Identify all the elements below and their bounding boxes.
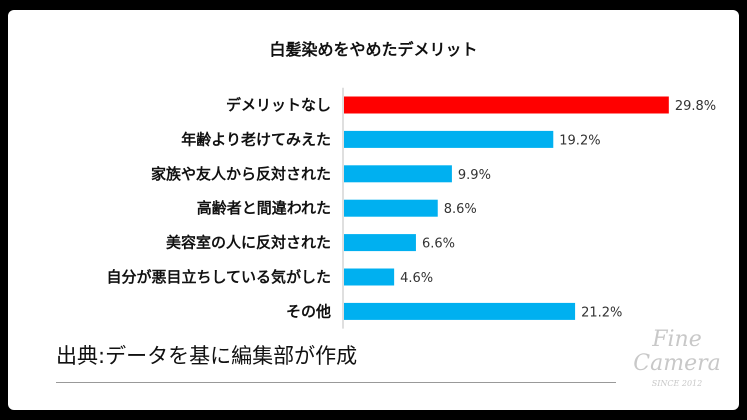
bar [344, 302, 576, 320]
bar [344, 268, 395, 286]
value-label: 8.6% [444, 202, 477, 217]
bar [344, 165, 452, 183]
watermark-line2: Camera [633, 351, 720, 376]
category-label: 年齢より老けてみえた [181, 130, 331, 148]
watermark-logo: Fine Camera SINCE 2012 [633, 327, 720, 388]
value-label: 4.6% [400, 271, 433, 286]
category-label: 美容室の人に反対された [166, 234, 331, 252]
bar-chart: デメリットなし 29.8% 年齢より老けてみえた 19.2% 家族や友人から反対された 9… [106, 87, 716, 329]
bar [344, 96, 669, 114]
watermark-line3: SINCE 2012 [652, 379, 703, 388]
value-label: 29.8% [675, 99, 716, 114]
category-label: 高齢者と間違われた [197, 199, 331, 217]
watermark-line1: Fine [651, 327, 702, 352]
category-label: その他 [286, 302, 331, 320]
category-label: 自分が悪目立ちしている気がした [106, 268, 331, 286]
source-note: 出典:データを基に編集部が作成 [56, 344, 358, 368]
bar [344, 130, 554, 148]
value-label: 6.6% [422, 237, 455, 252]
value-label: 19.2% [559, 133, 600, 148]
chart-card: 白髪染めをやめたデメリット デメリットなし 29.8% 年齢より老けてみえた 19.2… [8, 10, 739, 410]
category-label: デメリットなし [226, 96, 331, 114]
source-divider [56, 382, 616, 383]
category-label: 家族や友人から反対された [151, 165, 331, 183]
chart-title: 白髪染めをやめたデメリット [269, 40, 478, 59]
bar [344, 234, 416, 252]
bar [344, 199, 438, 217]
value-label: 21.2% [581, 305, 622, 320]
value-label: 9.9% [458, 168, 491, 183]
